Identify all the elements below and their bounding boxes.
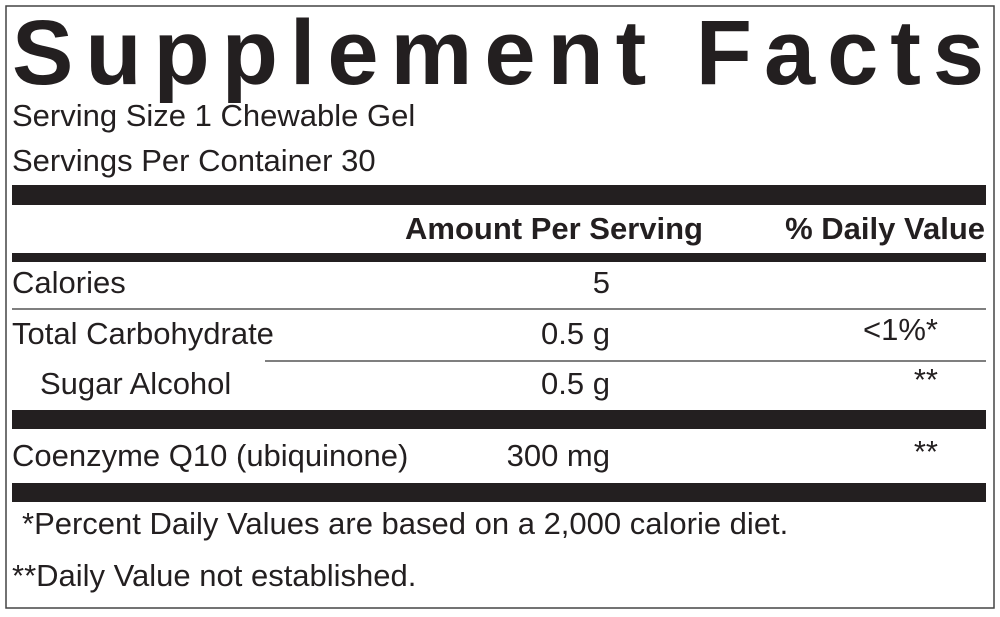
daily-value: <1%*	[863, 312, 938, 347]
medium-rule	[12, 253, 986, 262]
footnote: *Percent Daily Values are based on a 2,0…	[22, 506, 788, 541]
thick-rule	[12, 410, 986, 429]
daily-value: **	[914, 362, 938, 397]
nutrient-name: Coenzyme Q10 (ubiquinone)	[12, 438, 408, 473]
servings-per-container: Servings Per Container 30	[12, 143, 376, 178]
label-title: Supplement Facts	[12, 2, 984, 104]
serving-size: Serving Size 1 Chewable Gel	[12, 98, 415, 133]
column-header: % Daily Value	[785, 211, 985, 246]
label-border	[5, 5, 995, 609]
amount: 0.5 g	[541, 316, 610, 351]
amount: 5	[593, 265, 610, 300]
column-header: Amount Per Serving	[405, 211, 703, 246]
nutrient-name: Calories	[12, 265, 126, 300]
nutrient-name: Sugar Alcohol	[40, 366, 231, 401]
nutrient-name: Total Carbohydrate	[12, 316, 274, 351]
daily-value: **	[914, 434, 938, 469]
thick-rule	[12, 483, 986, 502]
amount: 0.5 g	[541, 366, 610, 401]
amount: 300 mg	[507, 438, 610, 473]
thick-rule	[12, 185, 986, 205]
footnote: **Daily Value not established.	[12, 558, 416, 593]
